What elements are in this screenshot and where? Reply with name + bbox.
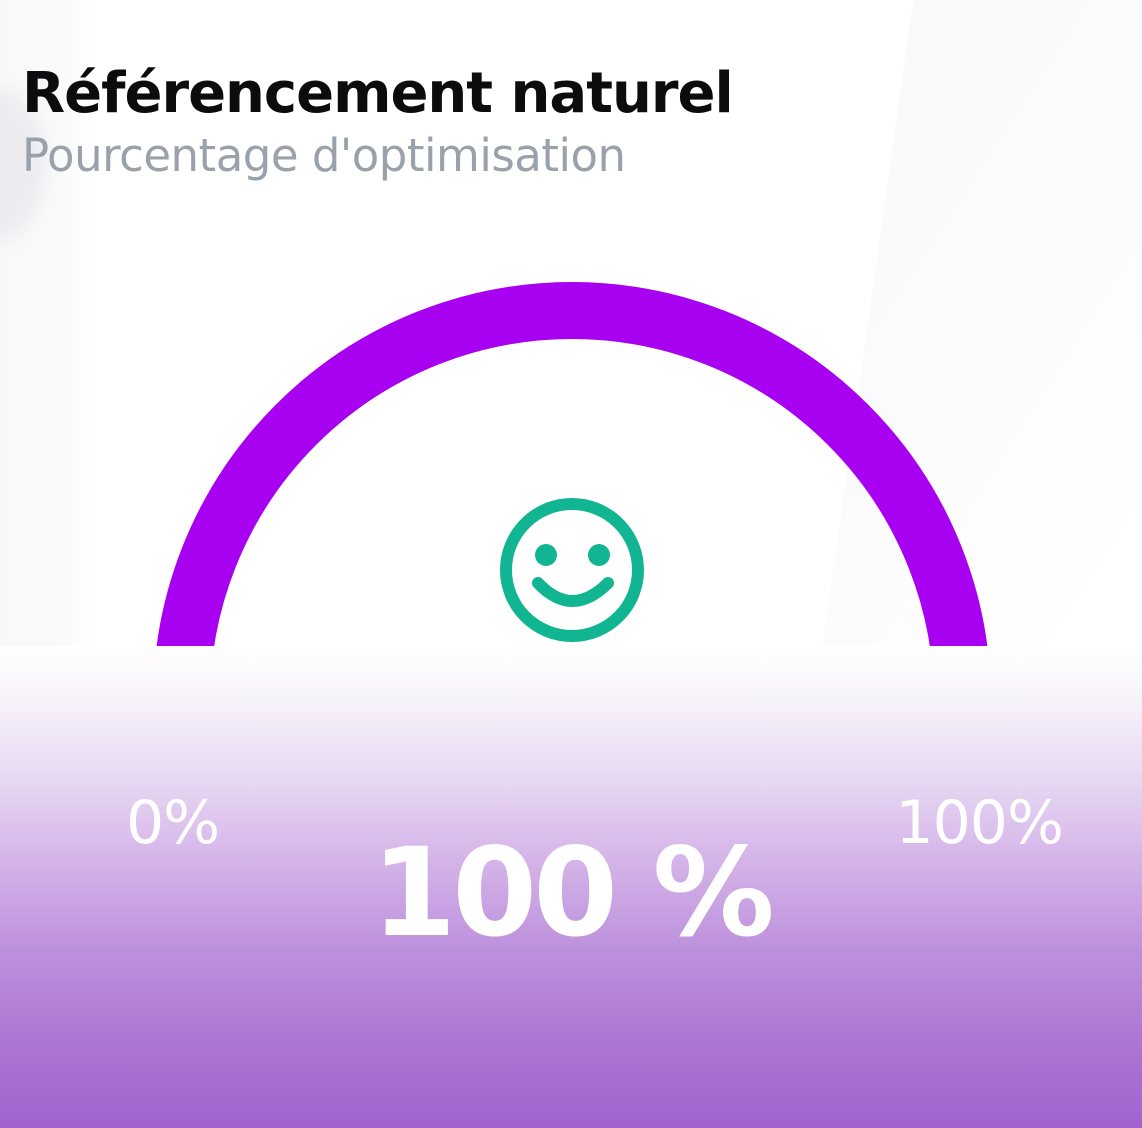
widget-title: Référencement naturel [22, 61, 734, 126]
gauge-max-label: 100% [895, 788, 1064, 858]
widget-subtitle: Pourcentage d'optimisation [22, 129, 626, 182]
gauge-value: 100 % [371, 822, 774, 964]
smiley-happy-icon [500, 498, 644, 642]
gauge-gradient-overlay [0, 646, 1142, 1128]
gauge-min-label: 0% [126, 788, 220, 858]
